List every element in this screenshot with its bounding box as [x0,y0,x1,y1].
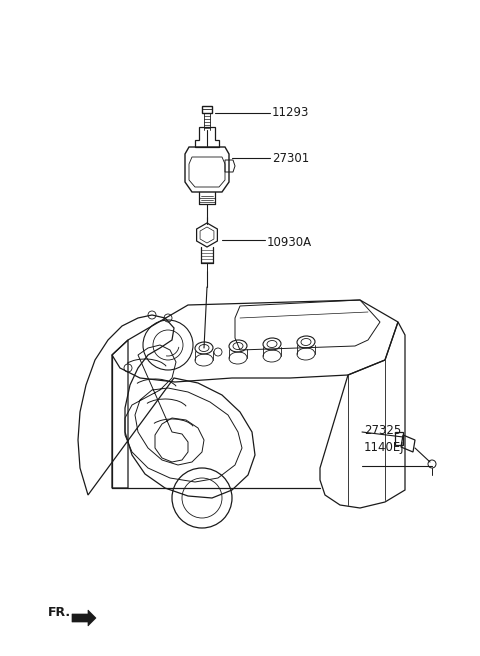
Text: 11293: 11293 [272,106,310,119]
Text: FR.: FR. [48,605,71,619]
Text: 27325: 27325 [364,424,401,436]
Text: 10930A: 10930A [267,237,312,249]
Polygon shape [72,610,96,626]
Text: 27301: 27301 [272,152,309,165]
Text: 1140EJ: 1140EJ [364,441,405,455]
